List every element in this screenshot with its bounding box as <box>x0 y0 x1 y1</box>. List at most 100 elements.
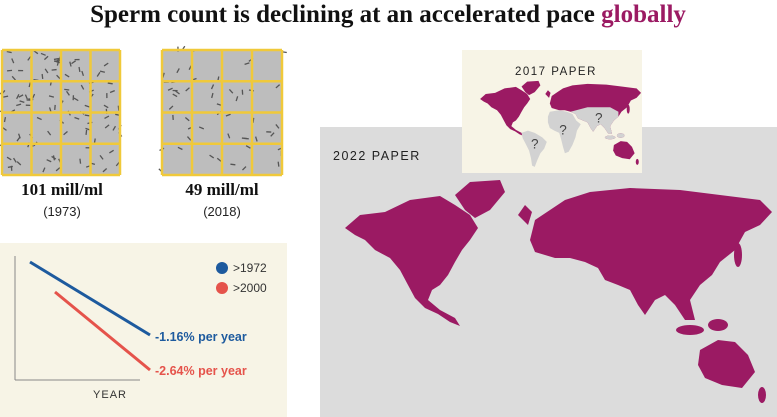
cell <box>40 52 46 56</box>
cell <box>230 163 236 166</box>
cell <box>51 68 57 71</box>
cell <box>3 116 7 123</box>
cell <box>277 161 280 167</box>
cell <box>16 136 21 142</box>
cell <box>96 71 101 77</box>
cell <box>56 60 60 66</box>
cell <box>56 74 61 80</box>
cell <box>107 82 113 85</box>
cell <box>74 116 80 120</box>
trend-line <box>54 290 151 372</box>
cell <box>53 57 59 61</box>
cell <box>225 113 231 117</box>
cell <box>46 159 52 163</box>
cell <box>167 87 173 91</box>
sample-image <box>0 48 123 177</box>
cell <box>63 131 68 136</box>
unknown-mark: ? <box>531 137 539 152</box>
map-label: 2017 PAPER <box>515 66 597 78</box>
cell <box>109 90 115 94</box>
cell <box>19 100 25 104</box>
cell <box>41 73 44 80</box>
unknown-mark: ? <box>595 110 603 125</box>
cell <box>211 92 214 99</box>
sample-count: 49 mill/ml <box>185 180 258 199</box>
cell <box>186 136 192 141</box>
title: Sperm count is declining at an accelerat… <box>90 1 686 28</box>
cell <box>168 105 174 110</box>
cell <box>227 133 231 139</box>
cell <box>104 124 110 129</box>
cell <box>198 126 205 130</box>
cell <box>71 60 77 65</box>
cell <box>103 104 109 109</box>
cell <box>81 70 85 77</box>
cell <box>43 55 49 61</box>
cell <box>64 88 70 91</box>
cell <box>209 154 215 159</box>
cell <box>56 57 61 63</box>
legend-label: >1972 <box>233 261 267 275</box>
cell <box>84 104 90 108</box>
cell <box>31 93 36 99</box>
cell <box>13 157 17 163</box>
cell <box>48 95 55 98</box>
cell <box>184 116 190 122</box>
cell <box>6 50 12 54</box>
cell <box>66 90 70 96</box>
cell <box>64 73 70 78</box>
cell <box>24 94 28 100</box>
cell <box>112 125 117 131</box>
cell <box>175 90 180 95</box>
cell <box>244 62 250 65</box>
cell <box>55 167 61 172</box>
unknown-mark: ? <box>559 122 567 137</box>
cell <box>104 115 110 119</box>
cell <box>172 93 178 98</box>
cell <box>47 130 52 136</box>
cell <box>103 62 109 67</box>
trend-label: -2.64% per year <box>155 364 247 378</box>
cell <box>73 97 79 102</box>
cell <box>185 87 190 92</box>
cell <box>99 70 106 73</box>
sample-year: (1973) <box>43 204 81 219</box>
cell <box>245 145 251 149</box>
cell <box>16 103 22 107</box>
sample-image <box>158 45 287 177</box>
cell <box>80 84 85 90</box>
world-map-2017: ? ? ? <box>480 80 642 167</box>
cell <box>275 124 280 129</box>
cell <box>242 166 247 171</box>
cell <box>16 94 20 100</box>
cell <box>42 167 46 173</box>
cell <box>11 75 16 81</box>
cell <box>84 114 90 117</box>
cell <box>99 155 104 160</box>
cell <box>6 156 12 161</box>
cell <box>210 84 215 90</box>
sample-count: 101 mill/ml <box>21 180 103 199</box>
legend-dot <box>216 282 228 294</box>
cell <box>235 96 239 102</box>
cell <box>270 132 275 137</box>
cell <box>28 82 32 88</box>
sample-year: (2018) <box>203 204 241 219</box>
cell <box>16 161 22 166</box>
cell <box>18 94 24 98</box>
cell <box>177 146 183 151</box>
cell <box>176 68 180 74</box>
legend-dot <box>216 262 228 274</box>
cell <box>275 84 281 89</box>
cell <box>44 68 49 74</box>
cell <box>254 136 258 142</box>
legend-label: >2000 <box>233 281 267 295</box>
cell <box>52 155 56 161</box>
cell <box>109 149 114 154</box>
trend-label: -1.16% per year <box>155 330 247 344</box>
cell <box>216 157 222 162</box>
cell <box>79 158 82 164</box>
trend-line <box>29 260 151 337</box>
cell <box>3 95 9 98</box>
